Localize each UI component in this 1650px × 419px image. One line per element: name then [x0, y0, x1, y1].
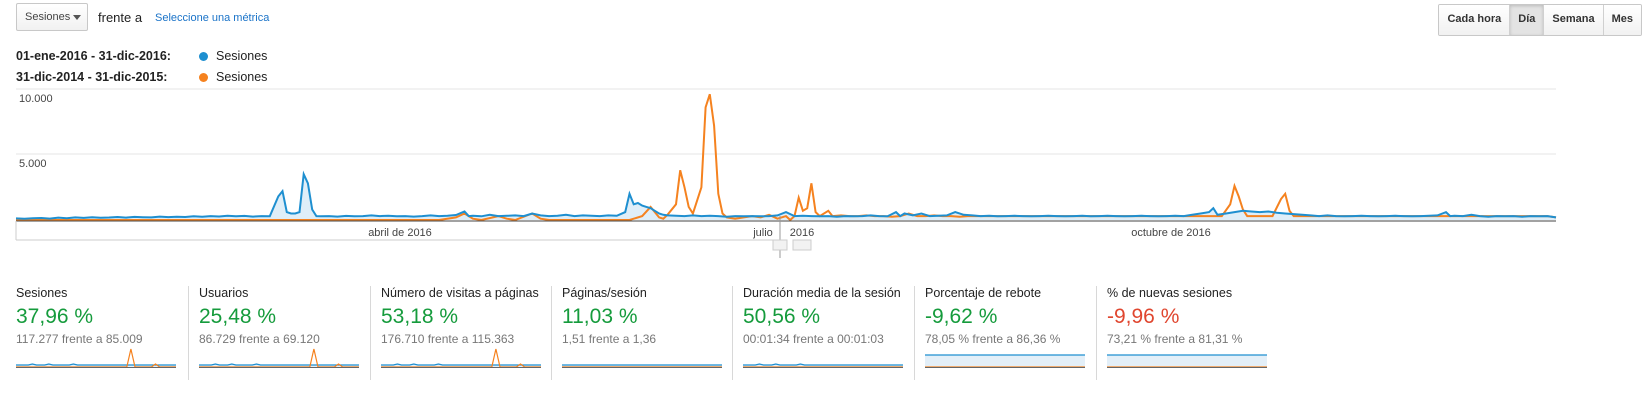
sparkline-line: [16, 348, 176, 368]
scorecard-title: % de nuevas sesiones: [1107, 286, 1233, 300]
legend-dot-icon: [199, 72, 208, 82]
scorecard-change: -9,62 %: [925, 305, 998, 328]
scorecard[interactable]: % de nuevas sesiones -9,96 % 73,21 % frent…: [1096, 286, 1267, 380]
sparkline-line: [743, 363, 903, 366]
scorecard-title: Duración media de la sesión: [743, 286, 901, 300]
metric-select[interactable]: Sesiones: [16, 3, 88, 31]
scorecard[interactable]: Usuarios 25,48 % 86.729 frente a 69.120: [188, 286, 364, 380]
legend-series-name: Sesiones: [216, 70, 268, 84]
series-line-previous: [16, 93, 1557, 222]
scorecard-change: 50,56 %: [743, 305, 821, 328]
x-tick-label: octubre de 2016: [1131, 227, 1211, 239]
legend-row-current: 01-ene-2016 - 31-dic-2016: Sesiones: [16, 49, 267, 63]
sparkline-area: [925, 355, 1085, 367]
scorecard-sparkline: [925, 354, 1085, 368]
scorecard-change: -9,96 %: [1107, 305, 1180, 328]
scorecard[interactable]: Duración media de la sesión 50,56 % 00:01:…: [732, 286, 908, 380]
scorecard-change: 37,96 %: [16, 305, 94, 328]
scorecard-title: Número de visitas a páginas: [381, 286, 539, 300]
scorecard[interactable]: Sesiones 37,96 % 117.277 frente a 85.009: [16, 286, 181, 380]
granularity-hourly-button[interactable]: Cada hora: [1439, 5, 1510, 35]
y-tick-label: 10.000: [19, 93, 53, 105]
series-line-current: [15, 170, 1557, 220]
scorecard-comparison: 117.277 frente a 85.009: [16, 332, 143, 346]
x-tick-label: julio: [752, 227, 773, 239]
x-tick-label: 2016: [790, 227, 814, 239]
scorecard-title: Páginas/sesión: [562, 286, 647, 300]
scorecard-comparison: 86.729 frente a 69.120: [199, 332, 320, 346]
scorecard-sparkline: [562, 364, 722, 368]
sparkline-line: [16, 363, 176, 366]
y-tick-label: 5.000: [19, 158, 47, 170]
scorecard-comparison: 78,05 % frente a 86,36 %: [925, 332, 1061, 346]
granularity-toggle: Cada hora Día Semana Mes: [1438, 4, 1642, 36]
scorecard-comparison: 176.710 frente a 115.363: [381, 332, 515, 346]
sparkline-line: [199, 348, 359, 368]
sessions-line-chart: 10.000 5.000 abril de 2016 julio 2016 oc…: [15, 88, 1557, 258]
select-metric-link[interactable]: Seleccione una métrica: [155, 12, 270, 24]
scorecard-sparkline: [1107, 354, 1267, 368]
legend-range: 31-dic-2014 - 31-dic-2015:: [16, 70, 168, 84]
sparkline-area: [1107, 355, 1267, 367]
scorecard[interactable]: Número de visitas a páginas 53,18 % 176.71…: [370, 286, 541, 380]
chart-grid: [16, 88, 1556, 155]
range-slider-handle[interactable]: [772, 239, 788, 251]
sparkline-line: [199, 363, 359, 366]
scorecard-title: Sesiones: [16, 286, 68, 300]
scorecard-comparison: 00:01:34 frente a 00:01:03: [743, 332, 884, 346]
granularity-day-button[interactable]: Día: [1509, 5, 1544, 35]
legend-row-previous: 31-dic-2014 - 31-dic-2015: Sesiones: [16, 70, 267, 84]
scorecard-sparkline: [16, 348, 176, 368]
scorecard[interactable]: Porcentaje de rebote -9,62 % 78,05 % frent…: [914, 286, 1090, 380]
chevron-down-icon: [73, 15, 81, 20]
legend-series-name: Sesiones: [216, 49, 268, 63]
scorecard-title: Porcentaje de rebote: [925, 286, 1042, 300]
scorecard-sparkline: [199, 348, 359, 368]
scorecard-change: 25,48 %: [199, 305, 277, 328]
scorecard-sparkline: [381, 348, 541, 368]
legend-dot-icon: [199, 51, 208, 61]
range-slider-handle[interactable]: [792, 239, 812, 251]
scorecard-change: 53,18 %: [381, 305, 459, 328]
scorecard-comparison: 73,21 % frente a 81,31 %: [1107, 332, 1243, 346]
x-tick-label: abril de 2016: [368, 227, 432, 239]
sparkline-line: [381, 348, 541, 368]
granularity-month-button[interactable]: Mes: [1602, 5, 1641, 35]
versus-label: frente a: [98, 10, 143, 25]
sparkline-line: [381, 363, 541, 366]
scorecard[interactable]: Páginas/sesión 11,03 % 1,51 frente a 1,36: [551, 286, 727, 380]
scorecard-title: Usuarios: [199, 286, 249, 300]
legend-range: 01-ene-2016 - 31-dic-2016:: [16, 49, 171, 63]
metric-select-value: Sesiones: [25, 11, 71, 23]
scorecard-change: 11,03 %: [562, 305, 638, 328]
granularity-week-button[interactable]: Semana: [1543, 5, 1603, 35]
scorecard-comparison: 1,51 frente a 1,36: [562, 332, 657, 346]
scorecard-sparkline: [743, 363, 903, 368]
